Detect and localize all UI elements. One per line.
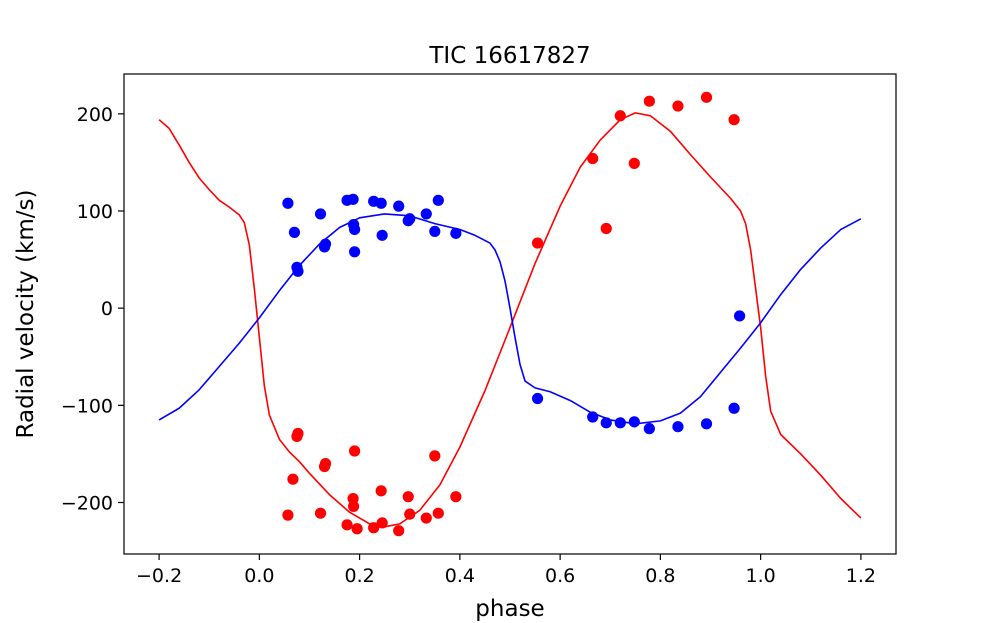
secondary-rv-point	[643, 95, 655, 107]
primary-rv-point	[600, 417, 612, 429]
primary-rv-point	[282, 197, 294, 209]
primary-rv-point	[347, 193, 359, 205]
secondary-rv-point	[628, 157, 640, 169]
chart-title: TIC 16617827	[428, 43, 590, 69]
secondary-rv-point	[282, 509, 294, 521]
primary-rv-point	[292, 265, 304, 277]
primary-rv-point	[393, 200, 405, 212]
primary-rv-point	[531, 392, 544, 405]
primary-rv-point	[587, 411, 599, 423]
secondary-rv-point	[700, 91, 713, 103]
y-tick-label: 0	[101, 298, 113, 320]
primary-rv-point	[314, 208, 327, 220]
secondary-rv-point	[368, 522, 380, 534]
primary-rv-point	[628, 416, 640, 428]
secondary-rv-point	[319, 458, 332, 470]
secondary-rv-point	[531, 237, 544, 249]
secondary-rv-point	[728, 114, 740, 126]
secondary-model-line	[158, 112, 862, 528]
primary-rv-point	[404, 213, 416, 225]
secondary-rv-point	[404, 508, 416, 520]
secondary-rv-point	[375, 485, 387, 497]
primary-rv-point	[288, 226, 301, 238]
secondary-rv-point	[351, 523, 363, 535]
primary-rv-point	[375, 197, 387, 209]
x-axis-label: phase	[475, 596, 544, 622]
plot-frame	[123, 73, 897, 555]
secondary-rv-point	[587, 152, 599, 165]
axis-ticks: −0.2 0.0 0.2 0.4 0.6 0.8 1.0 1.2 200 100 0 −100 −200	[61, 104, 876, 587]
primary-rv-point	[733, 310, 746, 322]
secondary-rv-point	[292, 427, 304, 440]
x-tick-label: 1.2	[846, 565, 876, 587]
y-tick-label: 200	[77, 104, 113, 126]
x-tick-label: 0.0	[244, 565, 274, 587]
primary-rv-point	[672, 421, 684, 433]
y-tick-label: −200	[61, 493, 113, 515]
secondary-rv-point	[429, 450, 441, 462]
secondary-rv-point	[600, 222, 612, 235]
primary-model-line	[158, 213, 862, 425]
secondary-rv-point	[347, 500, 360, 512]
primary-rv-point	[349, 246, 361, 258]
primary-rv-point	[432, 194, 444, 206]
secondary-rv-point	[287, 473, 299, 485]
secondary-rv-point	[402, 491, 414, 503]
y-axis-label: Radial velocity (km/s)	[13, 190, 39, 439]
x-tick-label: −0.2	[136, 565, 182, 587]
secondary-rv-point	[672, 100, 684, 112]
primary-rv-point	[349, 223, 361, 236]
primary-rv-point	[420, 208, 432, 220]
y-tick-label: −100	[61, 395, 113, 417]
secondary-rv-point	[432, 507, 444, 519]
primary-rv-point	[643, 423, 655, 435]
secondary-rv-point	[450, 491, 462, 503]
primary-rv-point	[319, 238, 332, 250]
secondary-rv-point	[349, 445, 361, 457]
secondary-rv-point	[314, 507, 327, 519]
x-tick-label: 0.6	[545, 565, 575, 587]
primary-rv-point	[376, 229, 388, 241]
x-tick-label: 0.8	[645, 565, 675, 587]
x-tick-label: 0.4	[445, 565, 475, 587]
secondary-rv-point	[393, 525, 405, 537]
primary-rv-point	[728, 402, 740, 414]
primary-rv-point	[450, 227, 462, 239]
primary-rv-point	[429, 225, 441, 238]
secondary-rv-point	[341, 519, 353, 531]
primary-rv-point	[614, 417, 626, 429]
y-tick-label: 100	[77, 201, 113, 223]
x-tick-label: 0.2	[345, 565, 375, 587]
x-tick-label: 1.0	[746, 565, 776, 587]
primary-rv-point	[700, 418, 713, 430]
secondary-rv-point	[420, 512, 432, 524]
secondary-rv-point	[614, 110, 626, 122]
plot-layer	[158, 91, 862, 537]
secondary-rv-point	[376, 517, 388, 529]
